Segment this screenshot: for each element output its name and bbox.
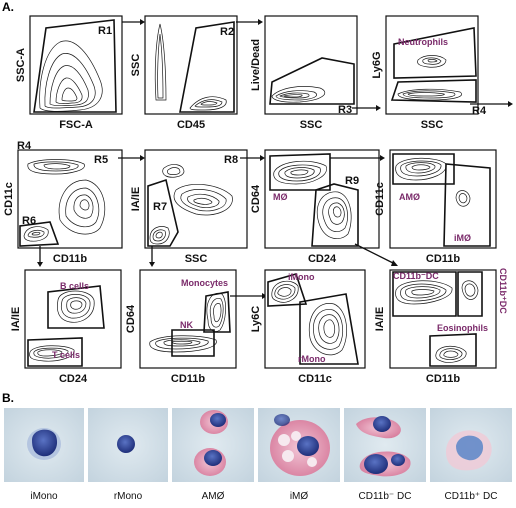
gate-r8: R8 — [224, 154, 238, 166]
plot-cd11b-iaie-12: CD11b⁻DC CD11b⁺DC Eosinophils CD11b IA/I… — [374, 268, 508, 385]
plot-cd11b-cd11c: R5 R6 CD11b CD11c — [3, 149, 123, 265]
panel-b-label: B. — [2, 391, 14, 405]
x-label-cd24-7: CD24 — [308, 253, 337, 265]
pop-monocytes: Monocytes — [181, 278, 228, 288]
x-label-cd11c-11: CD11c — [298, 373, 332, 385]
x-label-cd11b-5: CD11b — [53, 253, 88, 265]
y-label-iaie-9: IA/IE — [10, 307, 22, 331]
y-label-ssc: SSC — [130, 54, 142, 77]
pop-nk: NK — [180, 320, 193, 330]
micrograph-amo: AMØ — [172, 408, 254, 502]
y-label-cd11c-5: CD11c — [3, 182, 15, 216]
x-label-cd11b-10: CD11b — [171, 373, 206, 385]
y-label-ly6g: Ly6G — [371, 51, 383, 78]
x-label-cd24-9: CD24 — [59, 373, 88, 385]
x-label-ssc-3: SSC — [300, 119, 323, 131]
panel-a-label: A. — [2, 0, 14, 14]
x-label-cd45: CD45 — [177, 119, 205, 131]
y-label-livedead: Live/Dead — [250, 39, 262, 91]
x-label-fsc: FSC-A — [59, 119, 93, 131]
plot-ssc-livedead: SSC Live/Dead — [250, 15, 358, 131]
plot-cd11b-cd64: Monocytes NK CD11b CD64 — [125, 269, 237, 385]
caption-cd11b-pos-dc: CD11b⁺ DC — [445, 491, 498, 502]
pop-cd11b-pos-dc: CD11b⁺DC — [498, 268, 508, 314]
gate-r5: R5 — [94, 154, 108, 166]
micrograph-cd11b-neg-dc: CD11b⁻ DC — [344, 408, 426, 502]
pop-t-cells: T cells — [52, 350, 80, 360]
pop-imo: iMØ — [454, 233, 471, 243]
y-label-ly6c-11: Ly6C — [250, 306, 262, 333]
caption-imono: iMono — [30, 491, 58, 502]
gate-r3: R3 — [338, 104, 352, 116]
plot-fsc-ssc: R1 FSC-A SSC-A — [15, 15, 123, 131]
gate-r7: R7 — [153, 201, 167, 213]
x-label-ssc-4: SSC — [421, 119, 444, 131]
pop-amo: AMØ — [399, 192, 420, 202]
caption-amo: AMØ — [202, 491, 225, 502]
gate-r1: R1 — [98, 25, 112, 37]
pop-b-cells: B cells — [60, 281, 89, 291]
gate-r9: R9 — [345, 175, 359, 187]
x-label-ssc-6: SSC — [185, 253, 208, 265]
pop-macrophage: MØ — [273, 192, 288, 202]
plot-cd45-ssc: R2 CD45 SSC — [130, 15, 238, 131]
plot-cd24-iaie: B cells T cells CD24 IA/IE — [10, 269, 122, 385]
pop-imono: iMono — [288, 272, 315, 282]
micrograph-imono: iMono — [4, 408, 84, 502]
caption-rmono: rMono — [114, 491, 143, 502]
gate-r2: R2 — [220, 26, 234, 38]
y-label-iaie-12: IA/IE — [374, 307, 386, 331]
pop-rmono: rMono — [298, 354, 326, 364]
gate-r6: R6 — [22, 215, 36, 227]
x-label-cd11b-8: CD11b — [426, 253, 461, 265]
micrograph-cd11b-pos-dc: CD11b⁺ DC — [430, 408, 512, 502]
caption-cd11b-neg-dc: CD11b⁻ DC — [359, 491, 412, 502]
y-label-ssc-a: SSC-A — [15, 48, 27, 82]
plot-cd11c-ly6c: iMono rMono CD11c Ly6C — [250, 269, 366, 385]
gate-r4-row1: R4 — [472, 105, 487, 117]
x-label-cd11b-12: CD11b — [426, 373, 461, 385]
plot-ssc-iaie: R7 SSC IA/IE — [130, 149, 248, 265]
micrograph-rmono: rMono — [88, 408, 168, 502]
gate-r4-row2: R4 — [17, 140, 32, 152]
micrograph-imo: iMØ — [258, 408, 340, 502]
pop-neutrophils: Neutrophils — [398, 37, 448, 47]
plot-ssc-ly6g: Neutrophils SSC Ly6G — [371, 15, 479, 131]
plot-cd11b-cd11c-8: AMØ iMØ CD11b CD11c — [374, 149, 497, 265]
y-label-cd64-7: CD64 — [250, 184, 262, 213]
y-label-iaie-6: IA/IE — [130, 187, 142, 211]
caption-imo: iMØ — [290, 491, 309, 502]
plot-cd24-cd64: MØ R9 CD24 CD64 — [250, 149, 380, 265]
pop-cd11b-neg-dc: CD11b⁻DC — [393, 271, 439, 281]
y-label-cd64-10: CD64 — [125, 304, 137, 333]
pop-eosinophils: Eosinophils — [437, 323, 488, 333]
y-label-cd11c-8: CD11c — [374, 182, 386, 216]
